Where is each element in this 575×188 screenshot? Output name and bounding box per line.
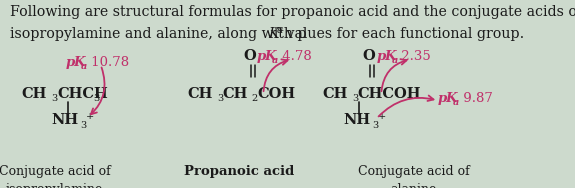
Text: 3: 3 (81, 121, 87, 130)
Text: 2: 2 (252, 94, 258, 103)
Text: p: p (257, 50, 266, 63)
Text: 10.78: 10.78 (87, 55, 129, 69)
Text: COH: COH (257, 87, 295, 101)
Text: CH: CH (223, 87, 248, 101)
Text: K: K (446, 92, 457, 105)
Text: O: O (243, 49, 256, 63)
Text: CH: CH (22, 87, 47, 101)
Text: 2.35: 2.35 (397, 50, 431, 63)
Text: +: + (86, 112, 94, 121)
Text: 3: 3 (372, 121, 378, 130)
Text: p: p (66, 55, 75, 69)
Text: 4.78: 4.78 (278, 50, 312, 63)
Text: NH: NH (52, 113, 79, 127)
Text: a: a (272, 56, 278, 65)
Text: a: a (81, 62, 87, 71)
Text: K: K (384, 50, 396, 63)
Text: Conjugate acid of
isopropylamine: Conjugate acid of isopropylamine (0, 165, 110, 188)
Text: Propanoic acid: Propanoic acid (183, 165, 294, 178)
Text: isopropylamine and alanine, along with p: isopropylamine and alanine, along with p (10, 27, 307, 41)
Text: 3: 3 (93, 94, 99, 103)
Text: a: a (277, 25, 283, 35)
Text: CH: CH (187, 87, 212, 101)
Text: K: K (74, 55, 85, 69)
Text: a: a (392, 56, 398, 65)
Text: Conjugate acid of
alanine: Conjugate acid of alanine (358, 165, 470, 188)
Text: NH: NH (343, 113, 370, 127)
Text: p: p (377, 50, 386, 63)
Text: Following are structural formulas for propanoic acid and the conjugate acids of: Following are structural formulas for pr… (10, 5, 575, 19)
Text: 3: 3 (52, 94, 58, 103)
Text: 9.87: 9.87 (459, 92, 493, 105)
Text: a: a (453, 98, 459, 107)
Text: 3: 3 (352, 94, 358, 103)
Text: +: + (378, 112, 386, 121)
Text: K: K (268, 27, 278, 41)
Text: 3: 3 (217, 94, 223, 103)
Text: values for each functional group.: values for each functional group. (282, 27, 524, 41)
Text: CH: CH (322, 87, 347, 101)
Text: K: K (264, 50, 276, 63)
Text: p: p (438, 92, 447, 105)
Text: CHCOH: CHCOH (358, 87, 421, 101)
Text: O: O (362, 49, 375, 63)
Text: CHCH: CHCH (58, 87, 108, 101)
